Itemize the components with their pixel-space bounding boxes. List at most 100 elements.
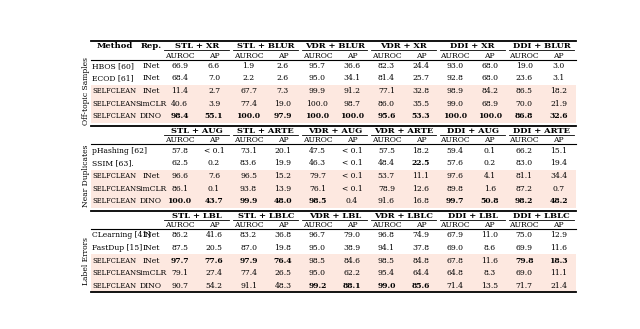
Text: 2.7: 2.7 bbox=[208, 87, 220, 95]
Text: 77.4: 77.4 bbox=[240, 100, 257, 108]
Text: 94.1: 94.1 bbox=[378, 244, 395, 252]
Text: 21.9: 21.9 bbox=[550, 100, 567, 108]
Text: 79.0: 79.0 bbox=[344, 231, 360, 240]
Text: 54.2: 54.2 bbox=[205, 282, 223, 290]
Text: AUROC: AUROC bbox=[509, 221, 539, 229]
Text: 47.5: 47.5 bbox=[309, 147, 326, 155]
Bar bbox=[91, 169, 576, 182]
Text: 100.0: 100.0 bbox=[444, 113, 467, 120]
Text: 90.7: 90.7 bbox=[171, 282, 188, 290]
Text: HBOS [60]: HBOS [60] bbox=[92, 62, 134, 70]
Text: AP: AP bbox=[347, 136, 357, 144]
Text: 67.9: 67.9 bbox=[447, 231, 464, 240]
Text: 25.7: 25.7 bbox=[412, 74, 429, 83]
Text: 57.8: 57.8 bbox=[171, 147, 188, 155]
Text: 32.6: 32.6 bbox=[550, 113, 568, 120]
Text: SSIM [63].: SSIM [63]. bbox=[92, 159, 134, 167]
Text: AUROC: AUROC bbox=[234, 136, 263, 144]
Text: 66.9: 66.9 bbox=[171, 62, 188, 70]
Text: 53.7: 53.7 bbox=[378, 172, 395, 180]
Text: 18.2: 18.2 bbox=[550, 87, 567, 95]
Text: Near Duplicates: Near Duplicates bbox=[82, 145, 90, 207]
Text: 86.0: 86.0 bbox=[378, 100, 395, 108]
Text: 3.1: 3.1 bbox=[552, 74, 565, 83]
Text: < 0.1: < 0.1 bbox=[342, 185, 362, 192]
Text: DINO: DINO bbox=[140, 197, 162, 205]
Text: 99.7: 99.7 bbox=[446, 197, 465, 205]
Text: INet: INet bbox=[142, 172, 159, 180]
Text: 84.8: 84.8 bbox=[412, 257, 429, 265]
Text: 43.7: 43.7 bbox=[205, 197, 223, 205]
Text: 13.5: 13.5 bbox=[481, 282, 499, 290]
Text: 23.6: 23.6 bbox=[516, 74, 533, 83]
Text: AP: AP bbox=[554, 52, 564, 60]
Text: AUROC: AUROC bbox=[509, 52, 539, 60]
Text: 40.6: 40.6 bbox=[171, 100, 188, 108]
Text: FastDup [15]: FastDup [15] bbox=[92, 244, 143, 252]
Text: VDR + ARTE: VDR + ARTE bbox=[374, 127, 433, 135]
Text: CLearning [41]: CLearning [41] bbox=[92, 231, 151, 240]
Text: AP: AP bbox=[347, 52, 357, 60]
Text: 8.3: 8.3 bbox=[484, 269, 496, 277]
Text: 91.2: 91.2 bbox=[344, 87, 360, 95]
Text: 26.5: 26.5 bbox=[275, 269, 291, 277]
Text: AUROC: AUROC bbox=[372, 221, 401, 229]
Text: 68.9: 68.9 bbox=[481, 100, 499, 108]
Text: DDI + BLUR: DDI + BLUR bbox=[513, 42, 570, 50]
Text: 16.8: 16.8 bbox=[412, 197, 429, 205]
Text: 83.2: 83.2 bbox=[240, 231, 257, 240]
Text: 35.5: 35.5 bbox=[412, 100, 429, 108]
Text: 11.1: 11.1 bbox=[412, 172, 429, 180]
Text: 69.0: 69.0 bbox=[447, 244, 464, 252]
Text: 38.9: 38.9 bbox=[344, 244, 360, 252]
Text: 68.0: 68.0 bbox=[481, 62, 499, 70]
Text: 100.0: 100.0 bbox=[307, 100, 328, 108]
Text: 79.1: 79.1 bbox=[171, 269, 188, 277]
Text: 91.1: 91.1 bbox=[240, 282, 257, 290]
Text: AUROC: AUROC bbox=[372, 52, 401, 60]
Text: < 0.1: < 0.1 bbox=[342, 159, 362, 167]
Text: 20.5: 20.5 bbox=[205, 244, 223, 252]
Text: < 0.1: < 0.1 bbox=[204, 147, 225, 155]
Text: AUROC: AUROC bbox=[372, 136, 401, 144]
Text: 95.7: 95.7 bbox=[309, 62, 326, 70]
Text: 41.6: 41.6 bbox=[205, 231, 223, 240]
Text: 12.9: 12.9 bbox=[550, 231, 567, 240]
Text: AUROC: AUROC bbox=[303, 221, 332, 229]
Text: AP: AP bbox=[278, 221, 288, 229]
Text: < 0.1: < 0.1 bbox=[342, 172, 362, 180]
Text: 83.6: 83.6 bbox=[240, 159, 257, 167]
Text: 1.9: 1.9 bbox=[243, 62, 255, 70]
Text: Rep.: Rep. bbox=[140, 42, 161, 50]
Text: 27.4: 27.4 bbox=[205, 269, 223, 277]
Text: 46.3: 46.3 bbox=[309, 159, 326, 167]
Text: DDI + AUG: DDI + AUG bbox=[447, 127, 499, 135]
Text: AUROC: AUROC bbox=[509, 136, 539, 144]
Text: INet: INet bbox=[142, 62, 159, 70]
Text: 50.8: 50.8 bbox=[481, 197, 499, 205]
Text: 75.0: 75.0 bbox=[516, 231, 532, 240]
Text: AUROC: AUROC bbox=[164, 136, 195, 144]
Text: DDI + XR: DDI + XR bbox=[451, 42, 495, 50]
Text: 77.4: 77.4 bbox=[240, 269, 257, 277]
Text: 36.6: 36.6 bbox=[344, 62, 360, 70]
Text: 2.6: 2.6 bbox=[277, 74, 289, 83]
Text: SELFCLEAN: SELFCLEAN bbox=[92, 113, 136, 120]
Text: 91.6: 91.6 bbox=[378, 197, 395, 205]
Text: 98.2: 98.2 bbox=[515, 197, 534, 205]
Text: 57.6: 57.6 bbox=[447, 159, 464, 167]
Text: 88.1: 88.1 bbox=[342, 282, 361, 290]
Text: 73.1: 73.1 bbox=[240, 147, 257, 155]
Text: SimCLR: SimCLR bbox=[135, 185, 166, 192]
Text: INet: INet bbox=[142, 257, 159, 265]
Text: INet: INet bbox=[142, 231, 159, 240]
Text: 83.0: 83.0 bbox=[516, 159, 533, 167]
Text: 81.1: 81.1 bbox=[516, 172, 532, 180]
Text: 59.4: 59.4 bbox=[447, 147, 464, 155]
Text: 78.9: 78.9 bbox=[378, 185, 395, 192]
Text: SimCLR: SimCLR bbox=[135, 269, 166, 277]
Text: 100.0: 100.0 bbox=[340, 113, 364, 120]
Text: 2.6: 2.6 bbox=[277, 62, 289, 70]
Text: 87.2: 87.2 bbox=[516, 185, 532, 192]
Text: AP: AP bbox=[554, 221, 564, 229]
